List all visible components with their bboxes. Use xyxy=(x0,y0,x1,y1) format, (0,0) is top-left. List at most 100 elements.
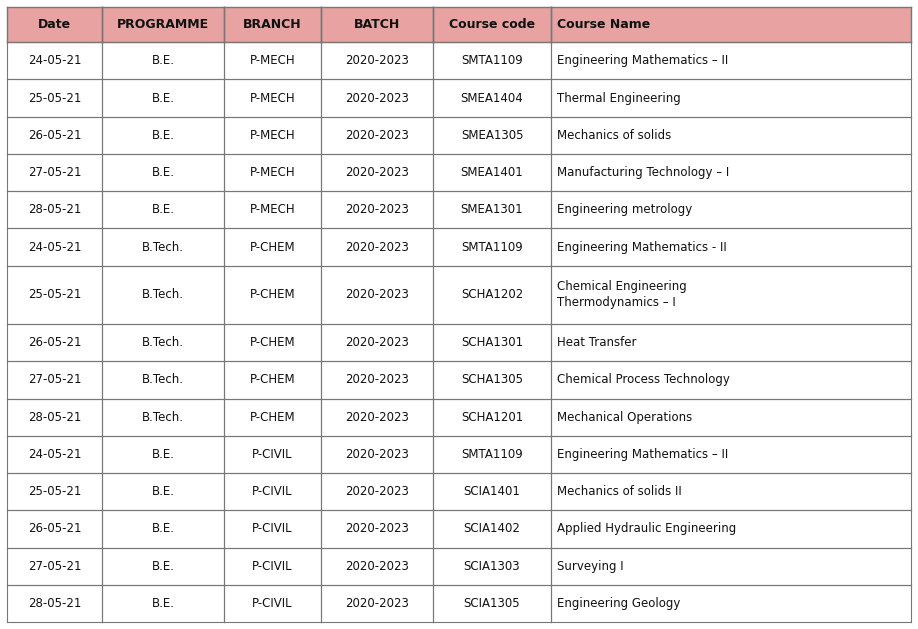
Bar xyxy=(551,79,911,117)
Bar xyxy=(433,399,551,436)
Text: Mechanical Operations: Mechanical Operations xyxy=(557,411,692,424)
Bar xyxy=(102,473,224,510)
Text: 2020-2023: 2020-2023 xyxy=(345,336,409,349)
Text: Chemical Engineering
Thermodynamics – I: Chemical Engineering Thermodynamics – I xyxy=(557,281,687,309)
Bar xyxy=(224,436,321,473)
Bar xyxy=(321,117,433,154)
Text: Chemical Process Technology: Chemical Process Technology xyxy=(557,374,730,386)
Text: SMEA1401: SMEA1401 xyxy=(461,166,523,179)
Bar xyxy=(551,228,911,265)
Bar xyxy=(102,324,224,361)
Bar xyxy=(224,399,321,436)
Text: 26-05-21: 26-05-21 xyxy=(28,523,82,535)
Bar xyxy=(321,79,433,117)
Text: SCHA1201: SCHA1201 xyxy=(461,411,523,424)
Text: 2020-2023: 2020-2023 xyxy=(345,597,409,610)
Text: P-CHEM: P-CHEM xyxy=(250,336,296,349)
Bar xyxy=(102,265,224,324)
Bar xyxy=(102,191,224,228)
Bar xyxy=(7,510,102,547)
Text: B.E.: B.E. xyxy=(151,92,174,104)
Text: SMEA1404: SMEA1404 xyxy=(461,92,523,104)
Text: 2020-2023: 2020-2023 xyxy=(345,523,409,535)
Bar xyxy=(224,585,321,622)
Text: 24-05-21: 24-05-21 xyxy=(28,240,82,253)
Text: Manufacturing Technology – I: Manufacturing Technology – I xyxy=(557,166,729,179)
Text: B.Tech.: B.Tech. xyxy=(142,374,184,386)
Bar xyxy=(551,585,911,622)
Text: SMTA1109: SMTA1109 xyxy=(461,448,523,461)
Text: 2020-2023: 2020-2023 xyxy=(345,288,409,301)
Bar xyxy=(224,361,321,399)
Text: P-MECH: P-MECH xyxy=(250,129,296,142)
Text: 2020-2023: 2020-2023 xyxy=(345,166,409,179)
Bar xyxy=(433,473,551,510)
Bar xyxy=(321,399,433,436)
Bar xyxy=(433,361,551,399)
Bar xyxy=(321,42,433,79)
Bar xyxy=(224,79,321,117)
Text: 28-05-21: 28-05-21 xyxy=(28,597,81,610)
Bar xyxy=(321,228,433,265)
Bar xyxy=(7,324,102,361)
Text: SMTA1109: SMTA1109 xyxy=(461,54,523,67)
Bar xyxy=(551,547,911,585)
Bar xyxy=(102,361,224,399)
Bar xyxy=(321,473,433,510)
Bar xyxy=(102,79,224,117)
Bar xyxy=(7,436,102,473)
Bar xyxy=(551,399,911,436)
Bar xyxy=(102,399,224,436)
Text: 2020-2023: 2020-2023 xyxy=(345,240,409,253)
Bar xyxy=(7,79,102,117)
Text: 25-05-21: 25-05-21 xyxy=(28,288,81,301)
Bar xyxy=(7,117,102,154)
Bar xyxy=(433,42,551,79)
Bar xyxy=(7,42,102,79)
Text: Engineering Mathematics – II: Engineering Mathematics – II xyxy=(557,448,728,461)
Text: 2020-2023: 2020-2023 xyxy=(345,54,409,67)
Text: P-CHEM: P-CHEM xyxy=(250,240,296,253)
Bar xyxy=(7,399,102,436)
Bar xyxy=(7,547,102,585)
Bar xyxy=(433,265,551,324)
Text: Heat Transfer: Heat Transfer xyxy=(557,336,636,349)
Bar xyxy=(224,228,321,265)
Bar xyxy=(433,191,551,228)
Text: 2020-2023: 2020-2023 xyxy=(345,411,409,424)
Text: 28-05-21: 28-05-21 xyxy=(28,203,81,216)
Text: Thermal Engineering: Thermal Engineering xyxy=(557,92,681,104)
Text: B.E.: B.E. xyxy=(151,560,174,572)
Text: P-CIVIL: P-CIVIL xyxy=(252,485,293,498)
Text: B.E.: B.E. xyxy=(151,203,174,216)
Bar xyxy=(224,324,321,361)
Text: B.Tech.: B.Tech. xyxy=(142,336,184,349)
Text: 26-05-21: 26-05-21 xyxy=(28,129,82,142)
Text: 24-05-21: 24-05-21 xyxy=(28,448,82,461)
Bar xyxy=(7,265,102,324)
Bar xyxy=(224,547,321,585)
Text: 2020-2023: 2020-2023 xyxy=(345,374,409,386)
Text: BRANCH: BRANCH xyxy=(243,18,302,31)
Bar xyxy=(224,154,321,191)
Text: P-CIVIL: P-CIVIL xyxy=(252,448,293,461)
Bar xyxy=(7,7,102,42)
Bar xyxy=(7,361,102,399)
Bar xyxy=(551,265,911,324)
Bar xyxy=(551,117,911,154)
Bar xyxy=(433,585,551,622)
Text: Surveying I: Surveying I xyxy=(557,560,623,572)
Text: B.E.: B.E. xyxy=(151,523,174,535)
Text: SMEA1305: SMEA1305 xyxy=(461,129,523,142)
Text: Engineering Mathematics – II: Engineering Mathematics – II xyxy=(557,54,728,67)
Bar xyxy=(551,473,911,510)
Bar xyxy=(433,228,551,265)
Bar xyxy=(102,547,224,585)
Bar xyxy=(551,191,911,228)
Bar xyxy=(321,191,433,228)
Text: P-CIVIL: P-CIVIL xyxy=(252,560,293,572)
Text: SCIA1305: SCIA1305 xyxy=(464,597,521,610)
Text: B.Tech.: B.Tech. xyxy=(142,411,184,424)
Text: 28-05-21: 28-05-21 xyxy=(28,411,81,424)
Text: B.Tech.: B.Tech. xyxy=(142,288,184,301)
